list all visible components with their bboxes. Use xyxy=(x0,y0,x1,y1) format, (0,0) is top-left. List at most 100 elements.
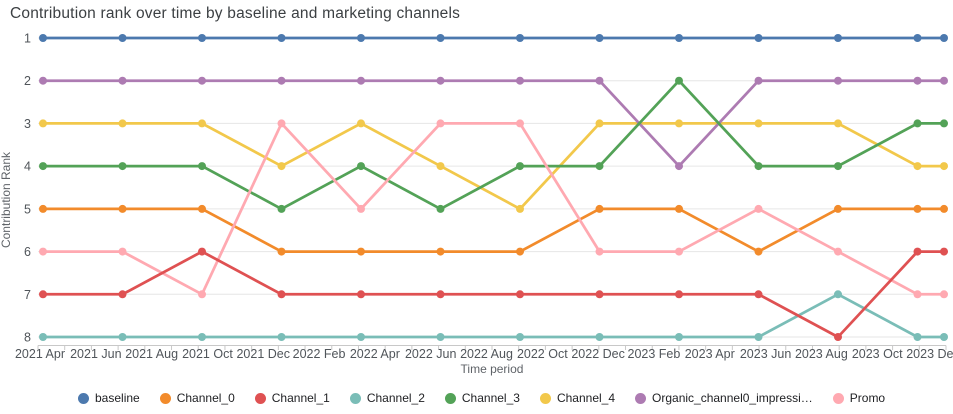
data-point-channel-0[interactable] xyxy=(675,204,683,213)
data-point-promo[interactable] xyxy=(834,247,842,256)
data-point-baseline[interactable] xyxy=(118,34,127,42)
data-point-channel-1[interactable] xyxy=(277,290,286,299)
data-point-channel-1[interactable] xyxy=(913,247,922,256)
data-point-channel-0[interactable] xyxy=(118,204,127,213)
data-point-channel-2[interactable] xyxy=(940,333,948,341)
data-point-promo[interactable] xyxy=(754,204,763,213)
data-point-channel-2[interactable] xyxy=(913,333,922,341)
data-point-organic-channel0-impressi[interactable] xyxy=(277,76,286,85)
data-point-channel-2[interactable] xyxy=(436,333,445,341)
data-point-channel-2[interactable] xyxy=(277,333,286,341)
legend-item-channel-3[interactable]: Channel_3 xyxy=(444,391,520,405)
data-point-baseline[interactable] xyxy=(39,34,47,42)
data-point-channel-3[interactable] xyxy=(198,162,206,171)
data-point-channel-0[interactable] xyxy=(834,204,842,213)
legend-item-channel-4[interactable]: Channel_4 xyxy=(539,391,615,405)
data-point-channel-1[interactable] xyxy=(940,247,948,256)
data-point-channel-3[interactable] xyxy=(595,162,604,171)
data-point-channel-1[interactable] xyxy=(436,290,445,299)
legend-item-promo[interactable]: Promo xyxy=(832,391,885,405)
data-point-promo[interactable] xyxy=(277,119,286,128)
data-point-channel-0[interactable] xyxy=(913,204,922,213)
data-point-channel-3[interactable] xyxy=(675,76,683,85)
data-point-baseline[interactable] xyxy=(436,34,445,42)
data-point-promo[interactable] xyxy=(675,247,683,256)
data-point-channel-3[interactable] xyxy=(39,162,47,171)
data-point-organic-channel0-impressi[interactable] xyxy=(754,76,763,85)
data-point-channel-1[interactable] xyxy=(39,290,47,299)
data-point-channel-4[interactable] xyxy=(118,119,127,128)
legend-item-baseline[interactable]: baseline xyxy=(78,391,140,405)
data-point-channel-1[interactable] xyxy=(834,333,842,341)
data-point-baseline[interactable] xyxy=(516,34,524,42)
data-point-channel-3[interactable] xyxy=(754,162,763,171)
legend-item-channel-1[interactable]: Channel_1 xyxy=(254,391,330,405)
data-point-channel-2[interactable] xyxy=(754,333,763,341)
data-point-channel-0[interactable] xyxy=(595,204,604,213)
data-point-channel-1[interactable] xyxy=(754,290,763,299)
data-point-promo[interactable] xyxy=(595,247,604,256)
data-point-channel-2[interactable] xyxy=(39,333,47,341)
data-point-channel-4[interactable] xyxy=(357,119,365,128)
data-point-organic-channel0-impressi[interactable] xyxy=(516,76,524,85)
data-point-promo[interactable] xyxy=(436,119,445,128)
data-point-promo[interactable] xyxy=(118,247,127,256)
data-point-channel-3[interactable] xyxy=(436,204,445,213)
data-point-channel-4[interactable] xyxy=(913,162,922,171)
data-point-promo[interactable] xyxy=(940,290,948,299)
data-point-channel-3[interactable] xyxy=(277,204,286,213)
data-point-promo[interactable] xyxy=(516,119,524,128)
data-point-channel-0[interactable] xyxy=(516,247,524,256)
data-point-channel-0[interactable] xyxy=(277,247,286,256)
data-point-promo[interactable] xyxy=(198,290,206,299)
data-point-channel-2[interactable] xyxy=(516,333,524,341)
data-point-organic-channel0-impressi[interactable] xyxy=(595,76,604,85)
data-point-channel-0[interactable] xyxy=(357,247,365,256)
data-point-baseline[interactable] xyxy=(595,34,604,42)
data-point-channel-4[interactable] xyxy=(834,119,842,128)
data-point-channel-4[interactable] xyxy=(39,119,47,128)
data-point-baseline[interactable] xyxy=(940,34,948,42)
data-point-baseline[interactable] xyxy=(675,34,683,42)
data-point-organic-channel0-impressi[interactable] xyxy=(357,76,365,85)
data-point-promo[interactable] xyxy=(39,247,47,256)
data-point-channel-0[interactable] xyxy=(436,247,445,256)
data-point-baseline[interactable] xyxy=(834,34,842,42)
legend-item-channel-2[interactable]: Channel_2 xyxy=(349,391,425,405)
data-point-channel-2[interactable] xyxy=(118,333,127,341)
data-point-baseline[interactable] xyxy=(198,34,206,42)
data-point-organic-channel0-impressi[interactable] xyxy=(39,76,47,85)
data-point-channel-0[interactable] xyxy=(198,204,206,213)
data-point-channel-3[interactable] xyxy=(834,162,842,171)
data-point-channel-4[interactable] xyxy=(198,119,206,128)
legend-item-channel-0[interactable]: Channel_0 xyxy=(159,391,235,405)
data-point-channel-3[interactable] xyxy=(516,162,524,171)
data-point-channel-1[interactable] xyxy=(118,290,127,299)
data-point-channel-2[interactable] xyxy=(198,333,206,341)
data-point-organic-channel0-impressi[interactable] xyxy=(913,76,922,85)
data-point-channel-2[interactable] xyxy=(357,333,365,341)
data-point-channel-1[interactable] xyxy=(516,290,524,299)
data-point-channel-4[interactable] xyxy=(754,119,763,128)
data-point-promo[interactable] xyxy=(913,290,922,299)
data-point-channel-2[interactable] xyxy=(595,333,604,341)
data-point-channel-1[interactable] xyxy=(357,290,365,299)
data-point-channel-4[interactable] xyxy=(436,162,445,171)
data-point-organic-channel0-impressi[interactable] xyxy=(940,76,948,85)
data-point-channel-1[interactable] xyxy=(675,290,683,299)
data-point-organic-channel0-impressi[interactable] xyxy=(118,76,127,85)
legend-item-organic-channel0-impressi[interactable]: Organic_channel0_impressi… xyxy=(635,391,813,405)
data-point-channel-1[interactable] xyxy=(595,290,604,299)
data-point-channel-0[interactable] xyxy=(754,247,763,256)
data-point-channel-2[interactable] xyxy=(834,290,842,299)
data-point-channel-4[interactable] xyxy=(675,119,683,128)
data-point-promo[interactable] xyxy=(357,204,365,213)
data-point-channel-4[interactable] xyxy=(277,162,286,171)
data-point-channel-0[interactable] xyxy=(39,204,47,213)
data-point-channel-3[interactable] xyxy=(913,119,922,128)
data-point-baseline[interactable] xyxy=(754,34,763,42)
data-point-channel-4[interactable] xyxy=(940,162,948,171)
data-point-channel-3[interactable] xyxy=(357,162,365,171)
data-point-organic-channel0-impressi[interactable] xyxy=(198,76,206,85)
data-point-organic-channel0-impressi[interactable] xyxy=(675,162,683,171)
